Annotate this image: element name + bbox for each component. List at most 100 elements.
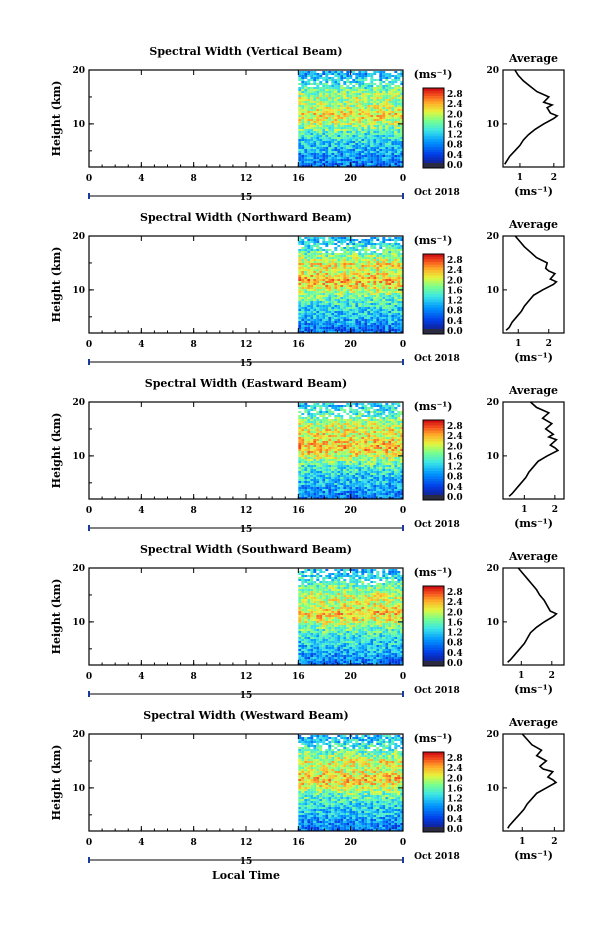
heatmap-cell — [346, 429, 350, 431]
heatmap-cell — [373, 469, 377, 471]
heatmap-cell — [334, 99, 338, 101]
heatmap-cell — [298, 265, 302, 267]
heatmap-cell — [385, 433, 389, 435]
heatmap-cell — [364, 327, 368, 329]
heatmap-cell — [340, 111, 344, 113]
heatmap-cell — [298, 103, 302, 105]
heatmap-cell — [385, 141, 389, 143]
heatmap-cell — [298, 95, 302, 97]
heatmap-cell — [388, 159, 392, 161]
heatmap-cell — [367, 313, 371, 315]
heatmap-cell — [358, 423, 362, 425]
heatmap-cell — [355, 281, 359, 283]
heatmap-cell — [370, 79, 374, 81]
heatmap-cell — [370, 431, 374, 433]
heatmap-cell — [346, 317, 350, 319]
heatmap-cell — [391, 471, 395, 473]
heatmap-cell — [370, 447, 374, 449]
heatmap-cell — [340, 147, 344, 149]
heatmap-cell — [358, 129, 362, 131]
heatmap-cell — [313, 261, 317, 263]
heatmap-cell — [370, 315, 374, 317]
heatmap-cell — [322, 415, 326, 417]
heatmap-cell — [358, 461, 362, 463]
heatmap-cell — [388, 327, 392, 329]
heatmap-cell — [400, 431, 404, 433]
heatmap-cell — [325, 323, 329, 325]
heatmap-cell — [370, 423, 374, 425]
heatmap-cell — [388, 309, 392, 311]
heatmap-cell — [400, 419, 404, 421]
heatmap-cell — [337, 133, 341, 135]
heatmap-cell — [391, 325, 395, 327]
heatmap-cell — [325, 297, 329, 299]
heatmap-cell — [385, 299, 389, 301]
heatmap-cell — [322, 441, 326, 443]
heatmap-cell — [388, 299, 392, 301]
heatmap-cell — [328, 483, 332, 485]
heatmap-cell — [334, 455, 338, 457]
heatmap-cell — [322, 319, 326, 321]
heatmap-cell — [379, 445, 383, 447]
heatmap-cell — [331, 323, 335, 325]
heatmap-cell — [349, 303, 353, 305]
heatmap-cell — [394, 447, 398, 449]
heatmap-cell — [331, 89, 335, 91]
heatmap-cell — [388, 255, 392, 257]
heatmap-cell — [298, 157, 302, 159]
heatmap-cell — [349, 283, 353, 285]
heatmap-cell — [316, 143, 320, 145]
heatmap-cell — [349, 415, 353, 417]
heatmap-cell — [301, 153, 305, 155]
heatmap-cell — [310, 459, 314, 461]
heatmap-cell — [382, 103, 386, 105]
heatmap-cell — [391, 283, 395, 285]
heatmap-cell — [364, 407, 368, 409]
heatmap-cell — [361, 257, 365, 259]
heatmap-cell — [379, 255, 383, 257]
heatmap-cell — [376, 137, 380, 139]
heatmap-cell — [391, 271, 395, 273]
heatmap-cell — [376, 139, 380, 141]
heatmap-cell — [379, 415, 383, 417]
heatmap-cell — [328, 473, 332, 475]
heatmap-cell — [331, 159, 335, 161]
heatmap-cell — [322, 451, 326, 453]
heatmap-cell — [361, 163, 365, 165]
heatmap-cell — [364, 155, 368, 157]
heatmap-cell — [370, 111, 374, 113]
heatmap-cell — [367, 73, 371, 75]
heatmap-cell — [382, 443, 386, 445]
heatmap-cell — [331, 127, 335, 129]
heatmap-cell — [310, 97, 314, 99]
heatmap-cell — [355, 301, 359, 303]
heatmap-cell — [346, 493, 350, 495]
heatmap-cell — [349, 421, 353, 423]
heatmap-cell — [337, 449, 341, 451]
heatmap-cell — [316, 449, 320, 451]
heatmap-cell — [313, 289, 317, 291]
heatmap-cell — [322, 469, 326, 471]
heatmap-cell — [364, 253, 368, 255]
heatmap-cell — [388, 411, 392, 413]
heatmap-cell — [358, 97, 362, 99]
colorbar-swatch — [423, 286, 444, 290]
heatmap-cell — [382, 267, 386, 269]
heatmap-cell — [346, 443, 350, 445]
heatmap-cell — [376, 325, 380, 327]
heatmap-cell — [388, 429, 392, 431]
heatmap-cell — [400, 121, 404, 123]
heatmap-cell — [352, 255, 356, 257]
heatmap-cell — [340, 91, 344, 93]
heatmap-cell — [337, 469, 341, 471]
heatmap-cell — [316, 291, 320, 293]
heatmap-cell — [337, 241, 341, 243]
heatmap-cell — [316, 279, 320, 281]
heatmap-cell — [367, 481, 371, 483]
heatmap-cell — [373, 311, 377, 313]
heatmap-cell — [319, 285, 323, 287]
heatmap-cell — [304, 285, 308, 287]
heatmap-cell — [343, 475, 347, 477]
heatmap-cell — [346, 485, 350, 487]
heatmap-cell — [388, 323, 392, 325]
